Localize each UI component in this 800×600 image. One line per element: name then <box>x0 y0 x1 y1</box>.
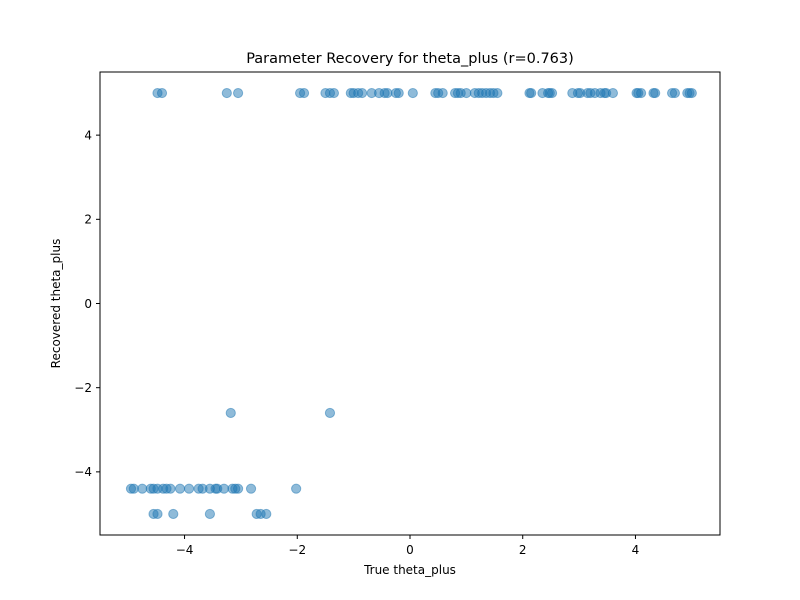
data-point-78 <box>218 483 230 494</box>
x-axis-ticks: −4 −2 0 2 4 <box>176 535 640 557</box>
data-point-22 <box>437 87 448 99</box>
data-point-64 <box>137 483 148 494</box>
x-tick-label: 2 <box>519 543 527 557</box>
y-tick-label: 2 <box>84 213 92 227</box>
data-point-26 <box>461 87 472 99</box>
data-point-61 <box>324 407 336 419</box>
data-point-12 <box>356 87 368 99</box>
points-layer <box>125 87 697 520</box>
data-point-59 <box>686 87 697 99</box>
x-axis-label: True theta_plus <box>363 563 456 577</box>
data-point-33 <box>492 87 503 99</box>
data-point-72 <box>183 483 195 494</box>
x-tick-label: −2 <box>288 543 306 557</box>
y-axis-ticks: −4 −2 0 2 4 <box>74 128 100 479</box>
data-point-19 <box>407 87 418 99</box>
data-point-52 <box>635 87 647 99</box>
y-tick-label: −4 <box>74 465 92 479</box>
x-tick-label: 0 <box>406 543 414 557</box>
data-point-35 <box>526 87 537 99</box>
data-point-90 <box>261 508 272 520</box>
data-point-63 <box>128 483 139 494</box>
y-tick-label: 4 <box>84 128 92 142</box>
data-point-49 <box>607 87 619 99</box>
data-point-54 <box>650 87 661 99</box>
data-point-39 <box>546 87 558 99</box>
data-point-83 <box>291 483 302 494</box>
data-point-81 <box>232 483 244 494</box>
data-point-70 <box>165 483 176 494</box>
data-point-3 <box>232 87 244 99</box>
x-tick-label: 4 <box>632 543 640 557</box>
data-point-16 <box>382 87 393 99</box>
data-point-71 <box>174 483 186 494</box>
data-point-18 <box>393 87 404 99</box>
data-point-5 <box>298 87 310 99</box>
data-point-85 <box>152 508 163 520</box>
data-point-2 <box>221 87 232 99</box>
data-point-87 <box>204 508 216 520</box>
x-tick-label: −4 <box>176 543 194 557</box>
data-point-8 <box>328 87 340 99</box>
y-tick-label: 0 <box>84 297 92 311</box>
data-point-56 <box>669 87 681 99</box>
chart-title: Parameter Recovery for theta_plus (r=0.7… <box>246 51 574 67</box>
y-axis-label: Recovered theta_plus <box>49 239 63 369</box>
data-point-86 <box>168 508 179 520</box>
data-point-1 <box>156 87 168 99</box>
data-point-60 <box>225 407 236 419</box>
data-point-82 <box>245 483 257 494</box>
y-tick-label: −2 <box>74 381 92 395</box>
